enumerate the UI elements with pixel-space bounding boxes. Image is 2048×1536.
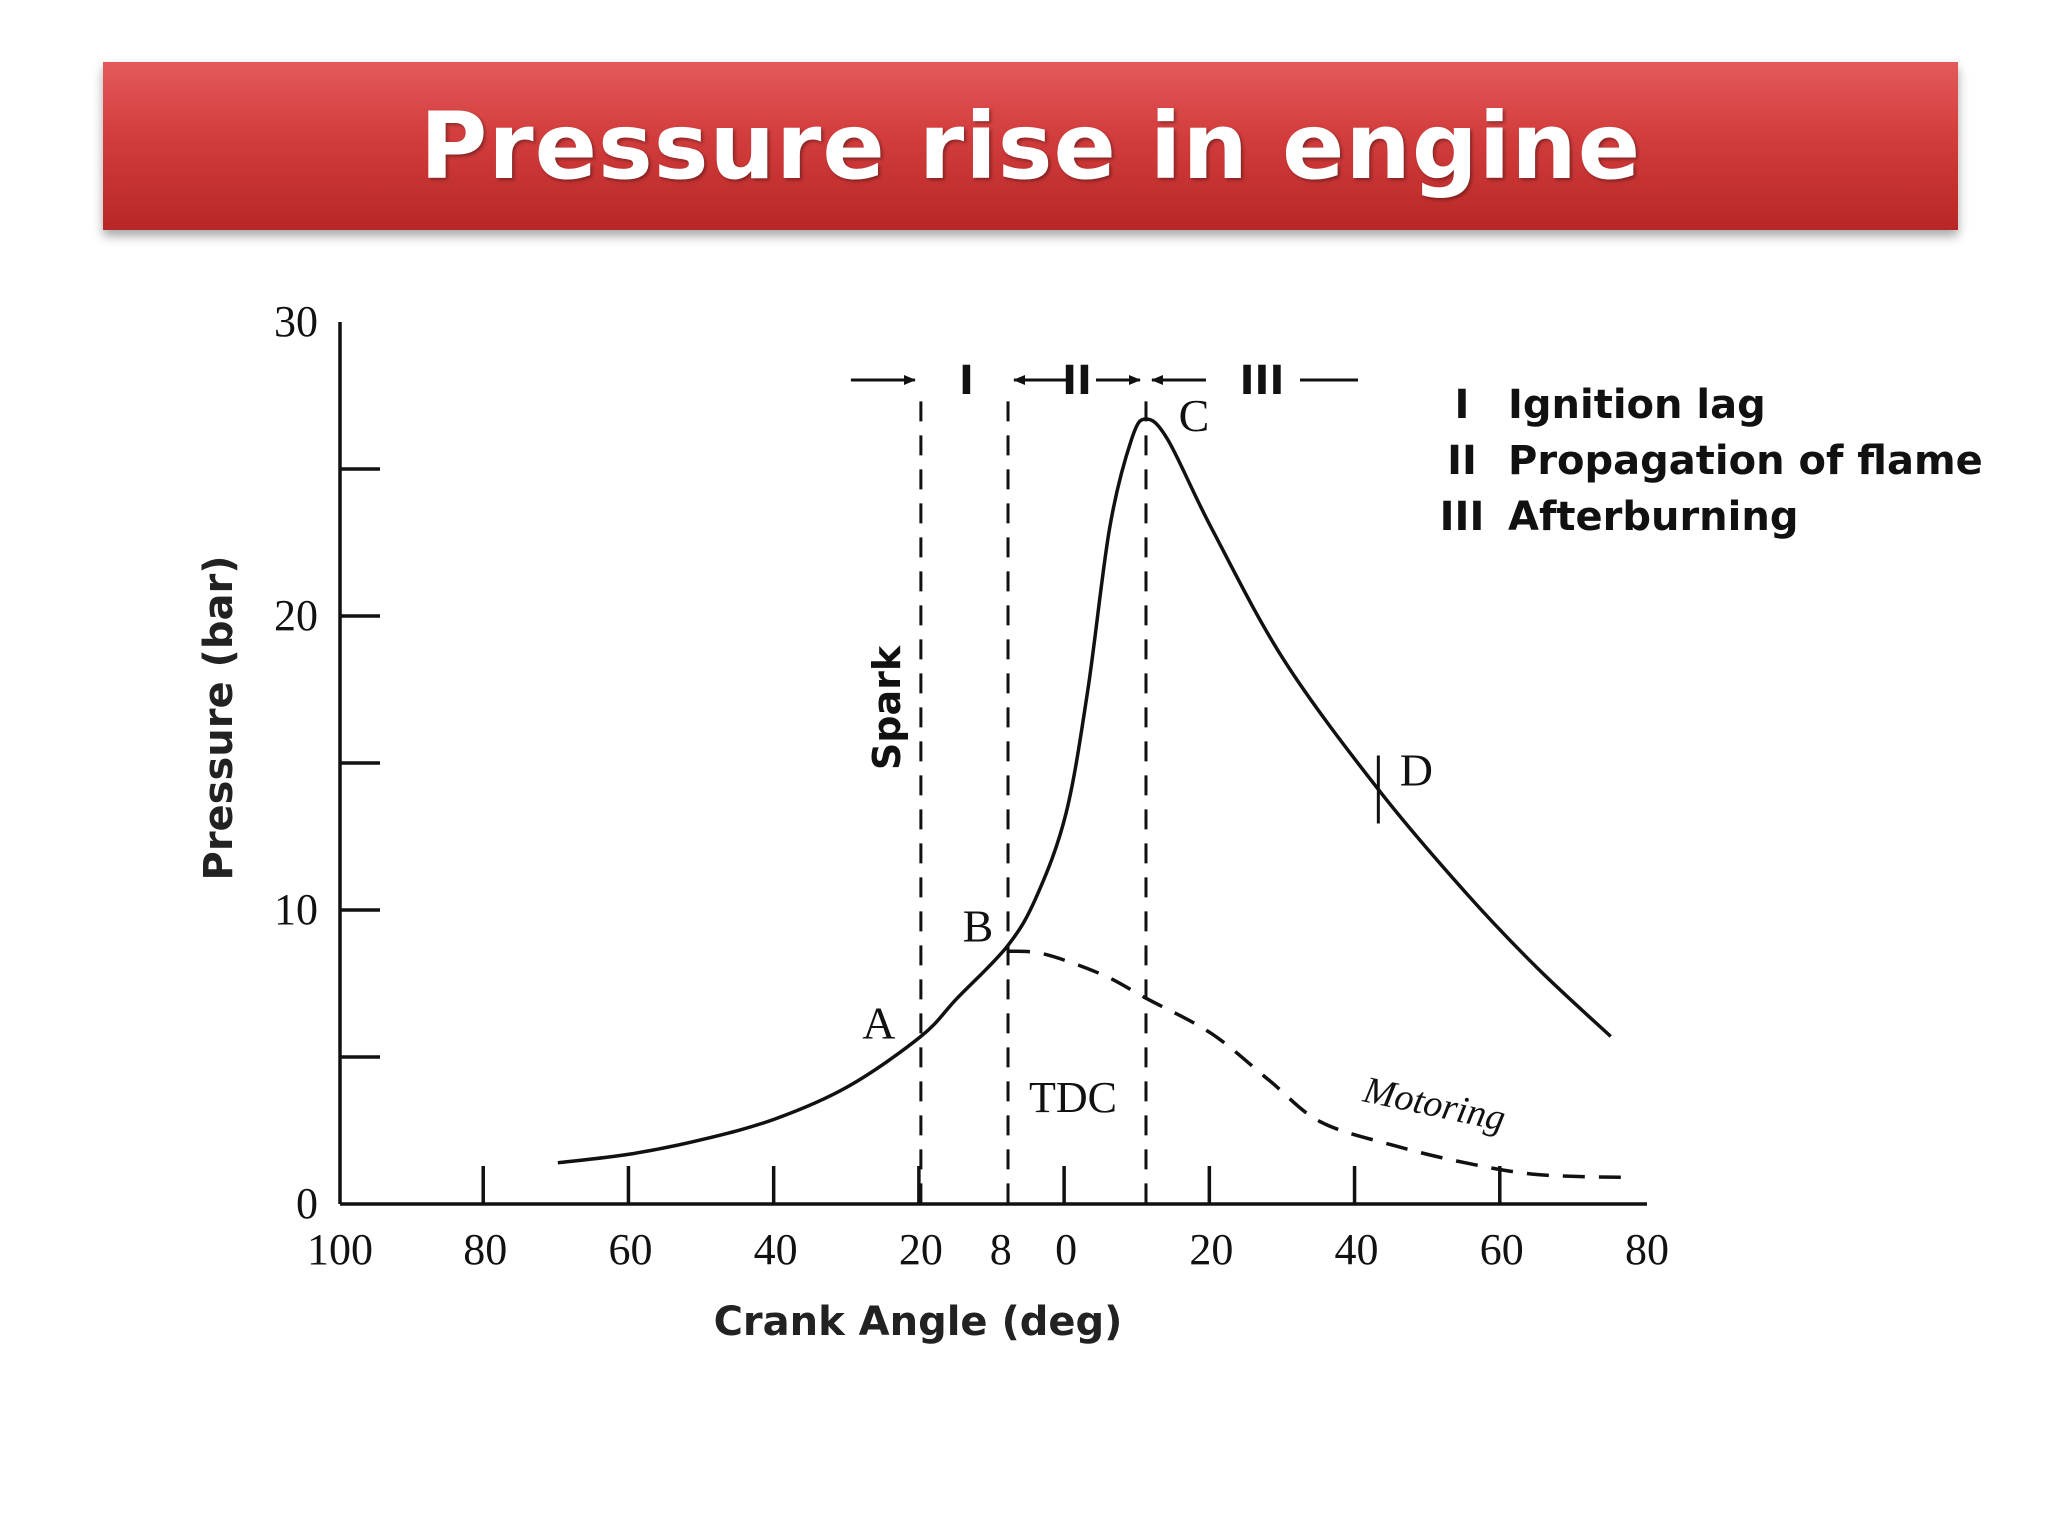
legend-key-1: I [1455,382,1470,428]
y-axis-label: Pressure (bar) [196,556,242,881]
y-tick-label: 0 [296,1179,318,1228]
x-tick-label: 20 [899,1225,943,1274]
phase-label: II [1062,358,1092,404]
legend: I Ignition lag II Propagation of flame I… [1440,382,1983,540]
x-tick-label: 100 [307,1225,373,1274]
phase-label: I [959,358,974,404]
legend-text-1: Ignition lag [1508,382,1766,428]
x-tick-label: 40 [754,1225,798,1274]
x-tick-label: 20 [1189,1225,1233,1274]
phase-label: III [1240,358,1285,404]
motoring-label: Motoring [1359,1069,1509,1140]
legend-text-2: Propagation of flame [1508,438,1983,484]
x-tick-label: 8 [990,1225,1012,1274]
x-tick-label: 0 [1055,1225,1077,1274]
x-tick-label: 80 [1625,1225,1669,1274]
y-tick-label: 20 [274,591,318,640]
x-tick-label: 80 [463,1225,507,1274]
x-tick-label: 60 [608,1225,652,1274]
point-label-d: D [1400,744,1433,795]
x-tick-label: 40 [1335,1225,1379,1274]
point-label-b: B [963,900,994,951]
tdc-label: TDC [1029,1073,1117,1122]
y-tick-label: 30 [274,297,318,346]
x-tick-label: 60 [1480,1225,1524,1274]
title-banner: Pressure rise in engine [103,62,1958,230]
legend-text-3: Afterburning [1508,494,1798,540]
spark-label: Spark [865,645,909,770]
slide-title: Pressure rise in engine [419,92,1642,200]
legend-key-2: II [1447,438,1477,484]
motoring-curve [1007,949,1633,1180]
point-label-c: C [1179,390,1210,441]
y-tick-label: 10 [274,885,318,934]
legend-key-3: III [1440,494,1485,540]
point-label-a: A [862,997,895,1048]
x-axis-label: Crank Angle (deg) [714,1299,1123,1345]
